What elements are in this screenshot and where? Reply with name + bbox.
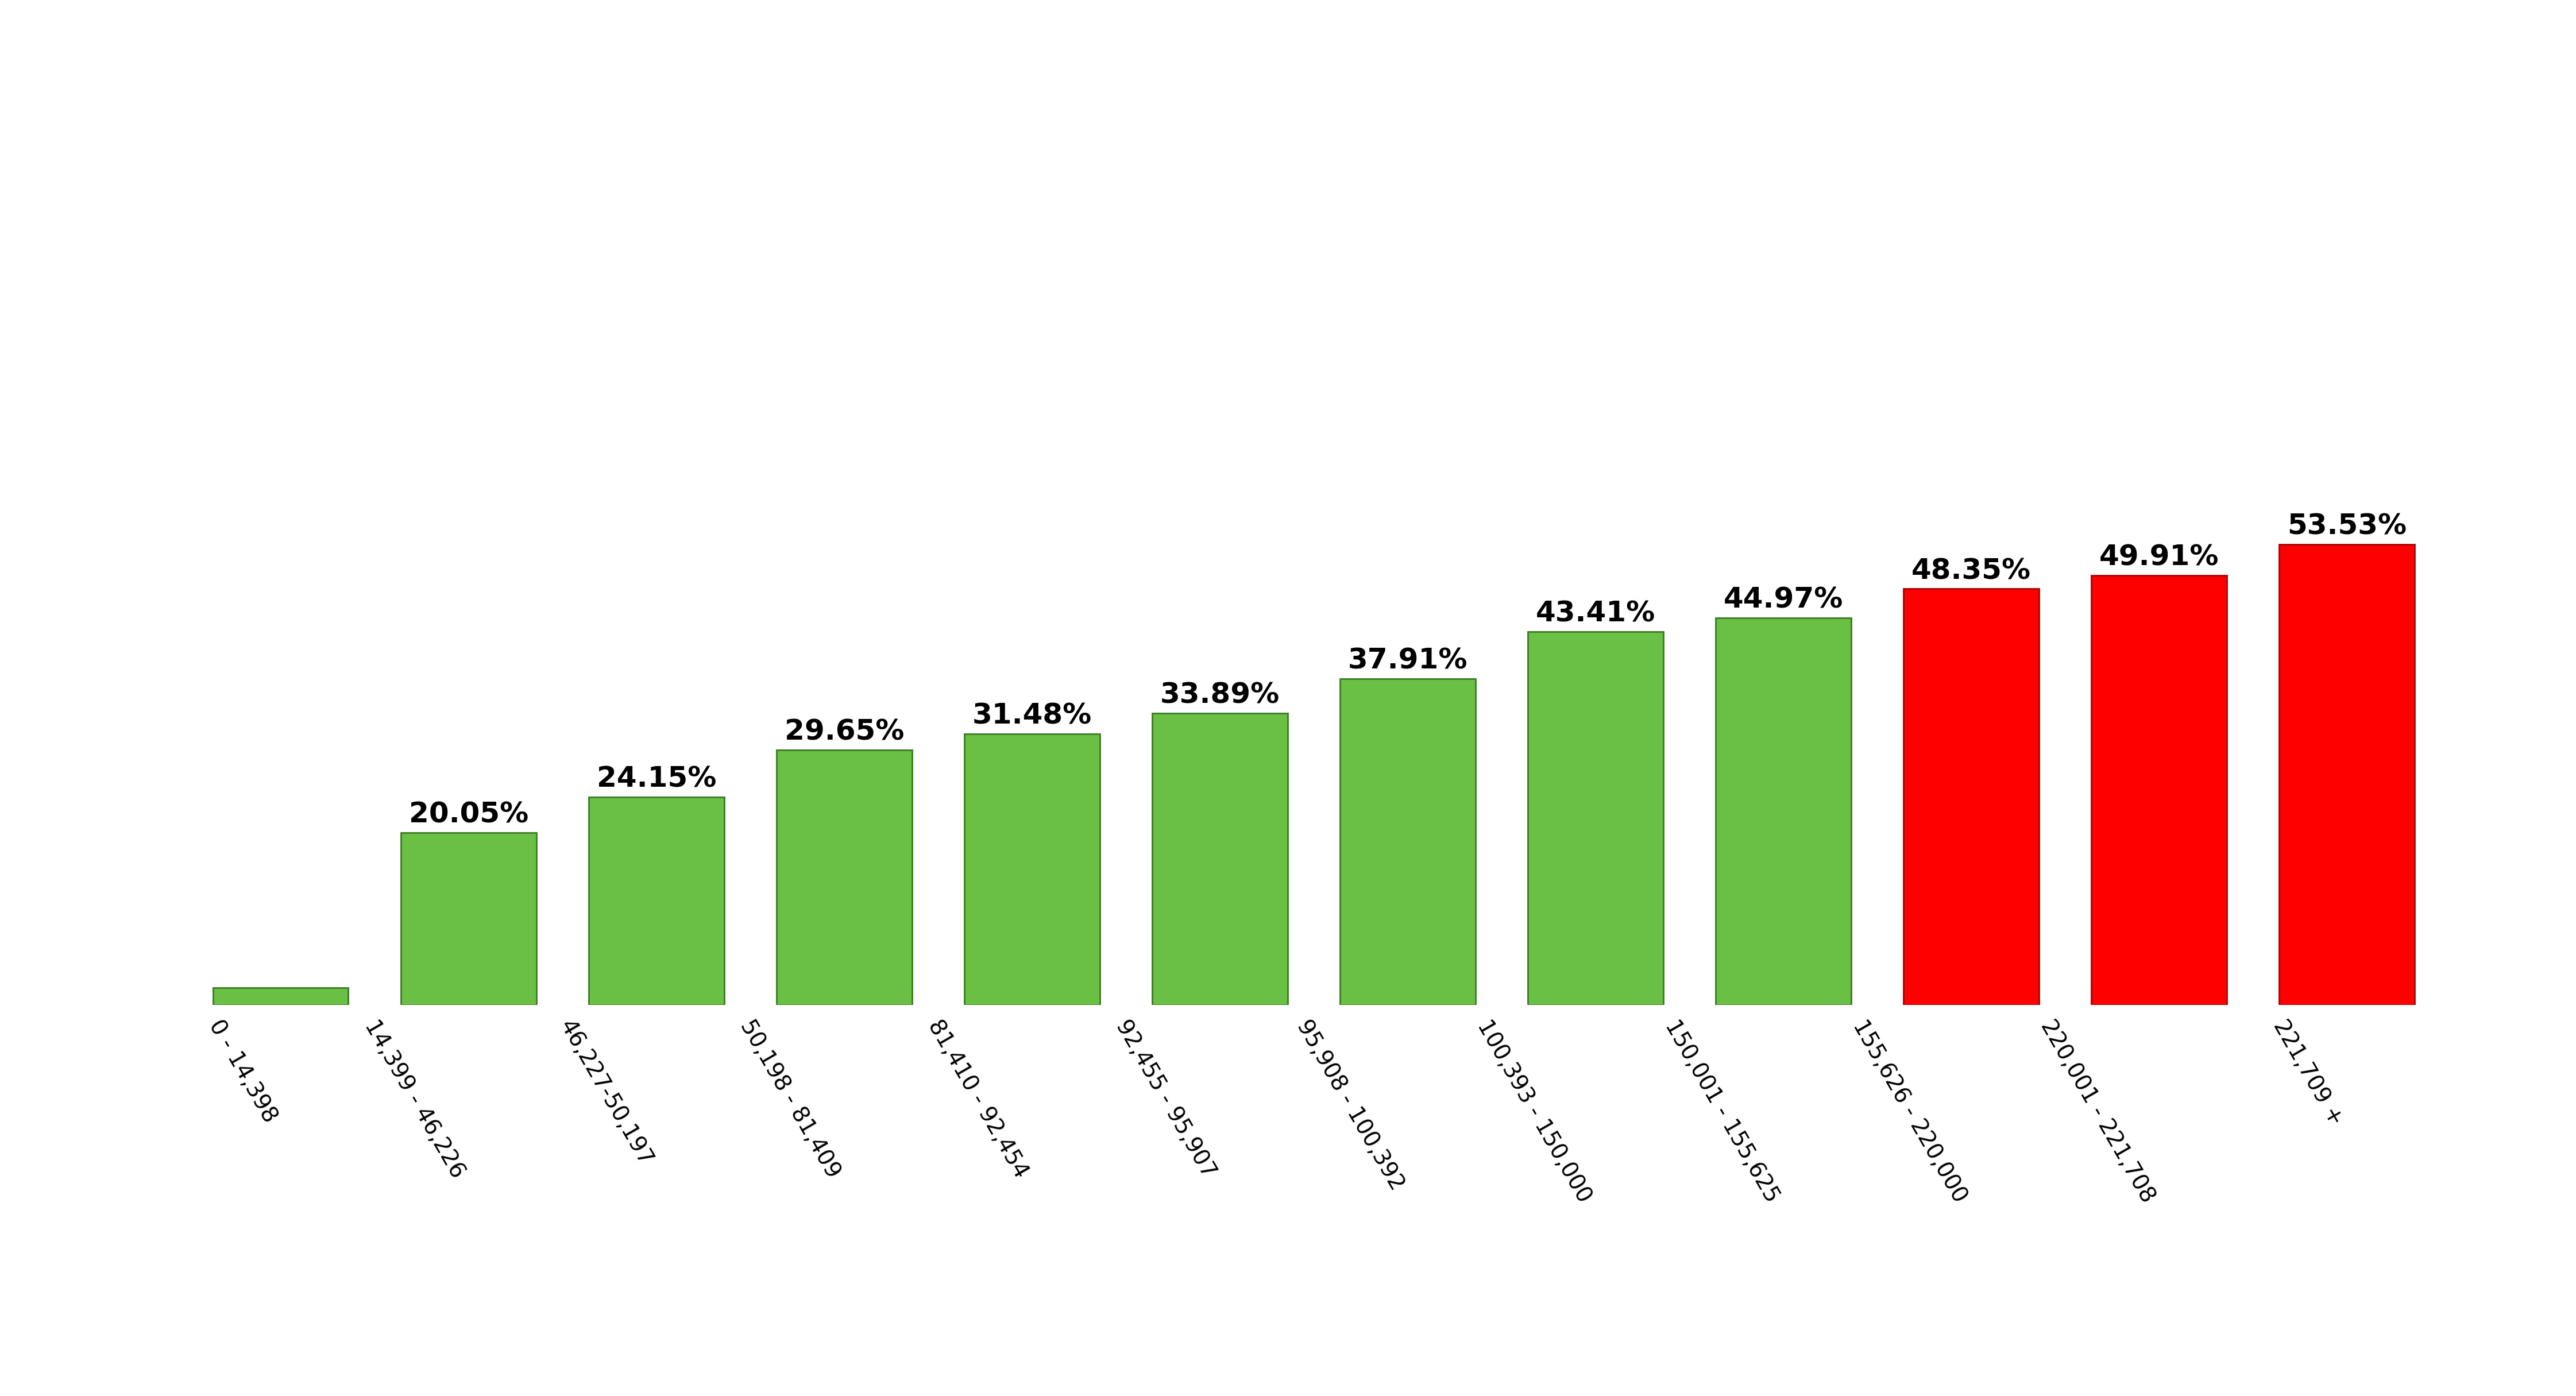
Bar xyxy=(402,832,536,1005)
Text: 43.41%: 43.41% xyxy=(1535,599,1656,627)
Text: 44.97%: 44.97% xyxy=(1723,586,1844,614)
Bar xyxy=(1340,678,1476,1005)
Bar xyxy=(214,988,348,1005)
Text: 53.53%: 53.53% xyxy=(2287,512,2406,540)
Text: 49.91%: 49.91% xyxy=(2099,543,2218,571)
Text: 29.65%: 29.65% xyxy=(783,718,904,745)
Bar xyxy=(963,734,1100,1005)
Text: 37.91%: 37.91% xyxy=(1347,646,1468,674)
Bar xyxy=(1904,589,2038,1005)
Bar xyxy=(775,750,912,1005)
Text: 24.15%: 24.15% xyxy=(598,765,716,793)
Text: 31.48%: 31.48% xyxy=(971,702,1092,730)
Bar xyxy=(1528,631,1664,1005)
Bar xyxy=(2280,544,2414,1005)
Bar xyxy=(1716,618,1852,1005)
Bar xyxy=(590,797,724,1005)
Text: 48.35%: 48.35% xyxy=(1911,557,2030,585)
Text: 33.89%: 33.89% xyxy=(1159,681,1280,709)
Bar xyxy=(2092,575,2226,1005)
Text: 20.05%: 20.05% xyxy=(410,801,528,828)
Bar xyxy=(1151,713,1288,1005)
